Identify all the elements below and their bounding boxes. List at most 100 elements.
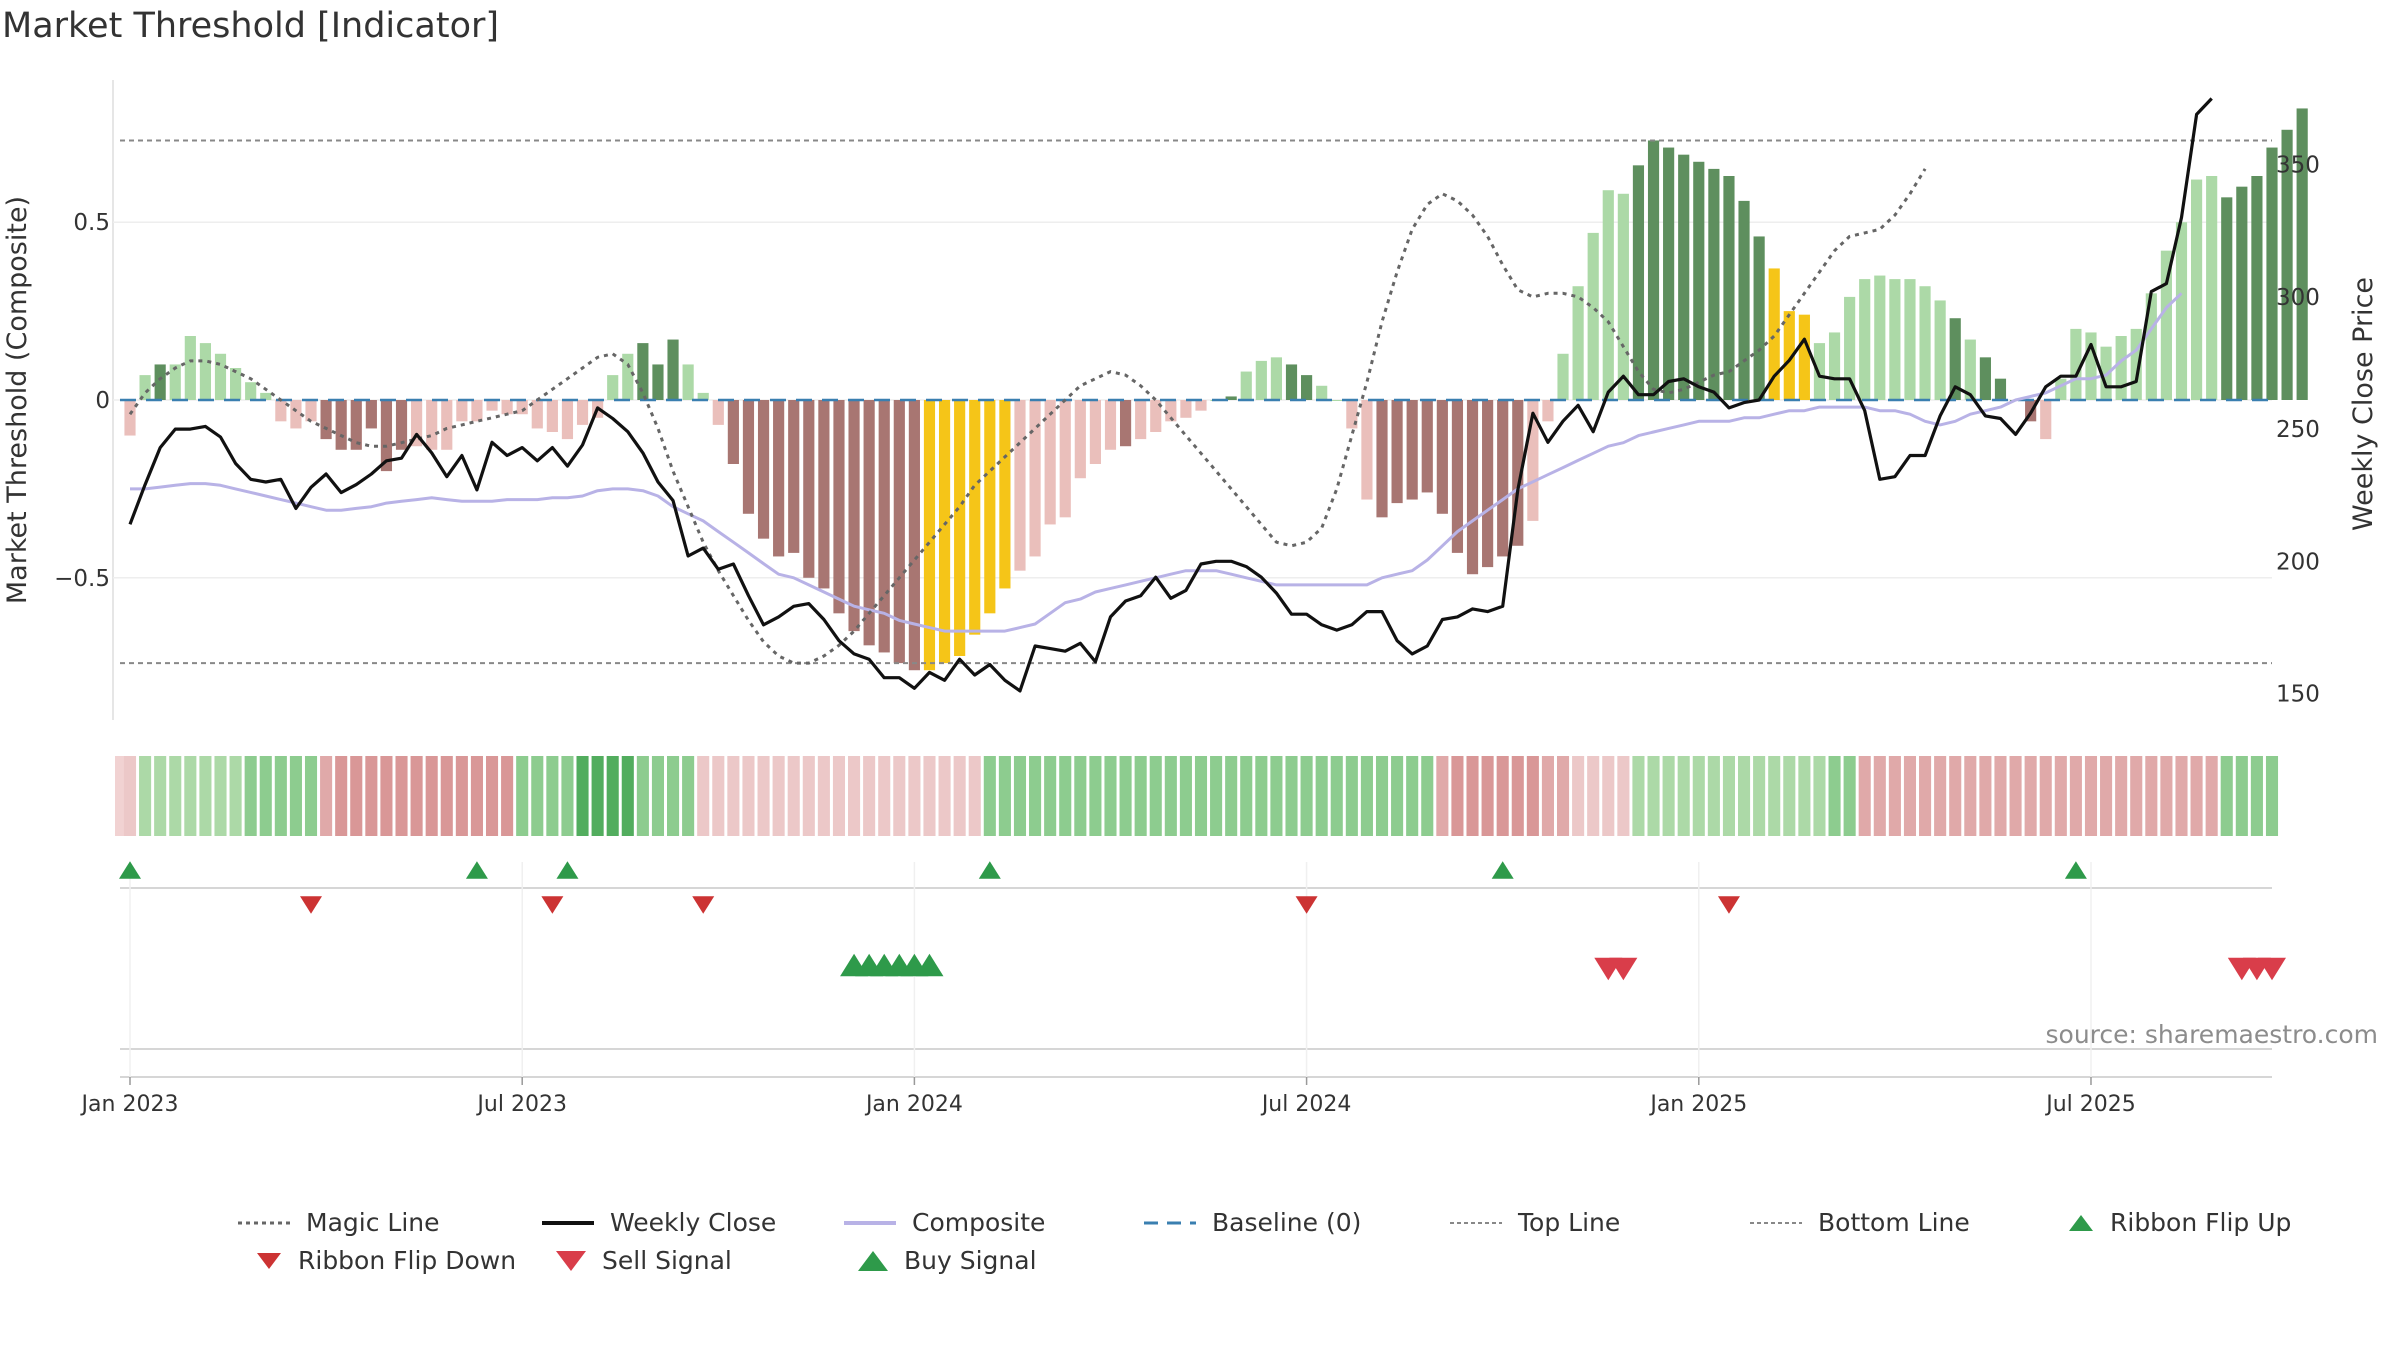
up-triangle-icon <box>2069 1214 2093 1231</box>
ribbon-cell <box>1888 756 1901 836</box>
ribbon-cell <box>320 756 333 836</box>
right-tick-label: 200 <box>2276 549 2320 575</box>
composite-bar <box>1693 161 1705 400</box>
ribbon-cell <box>998 756 1011 836</box>
legend-item-magic-line: Magic Line <box>236 1208 440 1237</box>
composite-bar <box>1240 371 1252 400</box>
ribbon-flip-up-marker <box>978 861 1001 879</box>
ribbon-cell <box>1089 756 1102 836</box>
ribbon-cell <box>1013 756 1027 836</box>
composite-bar <box>954 400 966 656</box>
ribbon-cell <box>651 756 664 836</box>
composite-bar <box>1451 400 1464 553</box>
composite-bar <box>1089 400 1101 464</box>
composite-bar <box>1919 286 1931 400</box>
x-tick-label: Jan 2025 <box>1648 1092 1747 1117</box>
composite-bar <box>1391 400 1403 504</box>
ribbon-cell <box>1119 756 1132 836</box>
ribbon-cell <box>1602 756 1615 836</box>
composite-bar <box>531 400 543 429</box>
ribbon-cell <box>1722 756 1735 836</box>
ribbon-cell <box>2039 756 2052 836</box>
ribbon-cell <box>2069 756 2082 836</box>
composite-bar <box>501 400 513 415</box>
ribbon-cell <box>2009 756 2022 836</box>
ribbon-cell <box>727 756 740 836</box>
ribbon-flip-down-marker <box>692 896 715 914</box>
ribbon-cell <box>259 756 272 836</box>
composite-bar <box>1527 400 1539 521</box>
ribbon-cell <box>1421 756 1434 836</box>
ribbon-cell <box>2160 756 2173 836</box>
composite-bar <box>1678 154 1690 400</box>
ribbon-cell <box>1783 756 1796 836</box>
composite-bar <box>139 375 151 400</box>
ribbon-cell <box>2100 756 2113 836</box>
composite-bar <box>1512 400 1524 546</box>
composite-bar <box>1301 375 1313 400</box>
ribbon-cell <box>983 756 996 836</box>
ribbon-cell <box>712 756 725 836</box>
ribbon-cell <box>1617 756 1630 836</box>
legend-label: Ribbon Flip Down <box>298 1246 517 1275</box>
ribbon-cell <box>139 756 152 836</box>
composite-bar <box>848 400 860 632</box>
ribbon-cell <box>1406 756 1419 836</box>
ribbon-cell <box>1345 756 1358 836</box>
composite-bar <box>411 400 423 447</box>
ribbon-cell <box>1979 756 1992 836</box>
ribbon-cell <box>2265 756 2279 836</box>
ribbon-cell <box>395 756 408 836</box>
ribbon-cell <box>289 756 302 836</box>
composite-bar <box>1346 400 1358 429</box>
composite-bar <box>1632 165 1645 400</box>
ribbon-cell <box>1692 756 1705 836</box>
ribbon-cell <box>817 756 830 836</box>
composite-bar <box>245 382 257 400</box>
composite-bar <box>1497 400 1509 557</box>
ribbon-cell <box>908 756 921 836</box>
right-tick-label: 150 <box>2276 682 2320 708</box>
composite-bar <box>773 400 785 557</box>
composite-bar <box>1979 357 1991 400</box>
ribbon-cell <box>546 756 559 836</box>
legend-label: Sell Signal <box>602 1246 732 1275</box>
composite-bar <box>1406 400 1418 500</box>
composite-bar <box>2190 179 2203 400</box>
composite-bar <box>230 368 242 400</box>
ribbon-cell <box>2205 756 2218 836</box>
ribbon-cell <box>1149 756 1162 836</box>
composite-bar <box>1572 286 1584 400</box>
ribbon-cell <box>636 756 649 836</box>
ribbon-cell <box>2235 756 2248 836</box>
ribbon-cell <box>123 756 137 836</box>
composite-bar <box>712 400 724 425</box>
ribbon-cell <box>425 756 438 836</box>
composite-bar <box>999 400 1011 589</box>
ribbon-cell <box>953 756 966 836</box>
ribbon-cell <box>1556 756 1570 836</box>
ribbon-cell <box>832 756 846 836</box>
composite-bar <box>1813 343 1826 400</box>
ribbon-flip-up-marker <box>119 861 141 879</box>
sell-signal-marker <box>1609 957 1638 981</box>
ribbon-cell <box>2190 756 2203 836</box>
ribbon-cell <box>1315 756 1328 836</box>
ribbon-cell <box>1285 756 1298 836</box>
x-tick-label: Jan 2023 <box>80 1092 179 1117</box>
ribbon-cell <box>968 756 981 836</box>
legend-label: Ribbon Flip Up <box>2110 1208 2292 1237</box>
composite-bar <box>667 339 679 400</box>
composite-bar <box>1663 147 1675 400</box>
ribbon-cell <box>455 756 468 836</box>
ribbon-lead <box>115 756 125 836</box>
composite-bar <box>426 400 438 450</box>
right-tick-label: 300 <box>2276 285 2320 311</box>
composite-bar <box>471 400 483 422</box>
ribbon-cell <box>1798 756 1811 836</box>
ribbon-cell <box>2130 756 2143 836</box>
composite-bar <box>1331 400 1343 401</box>
left-tick-label: −0.5 <box>54 566 110 592</box>
composite-bar <box>260 392 272 400</box>
composite-bar <box>2040 400 2052 440</box>
